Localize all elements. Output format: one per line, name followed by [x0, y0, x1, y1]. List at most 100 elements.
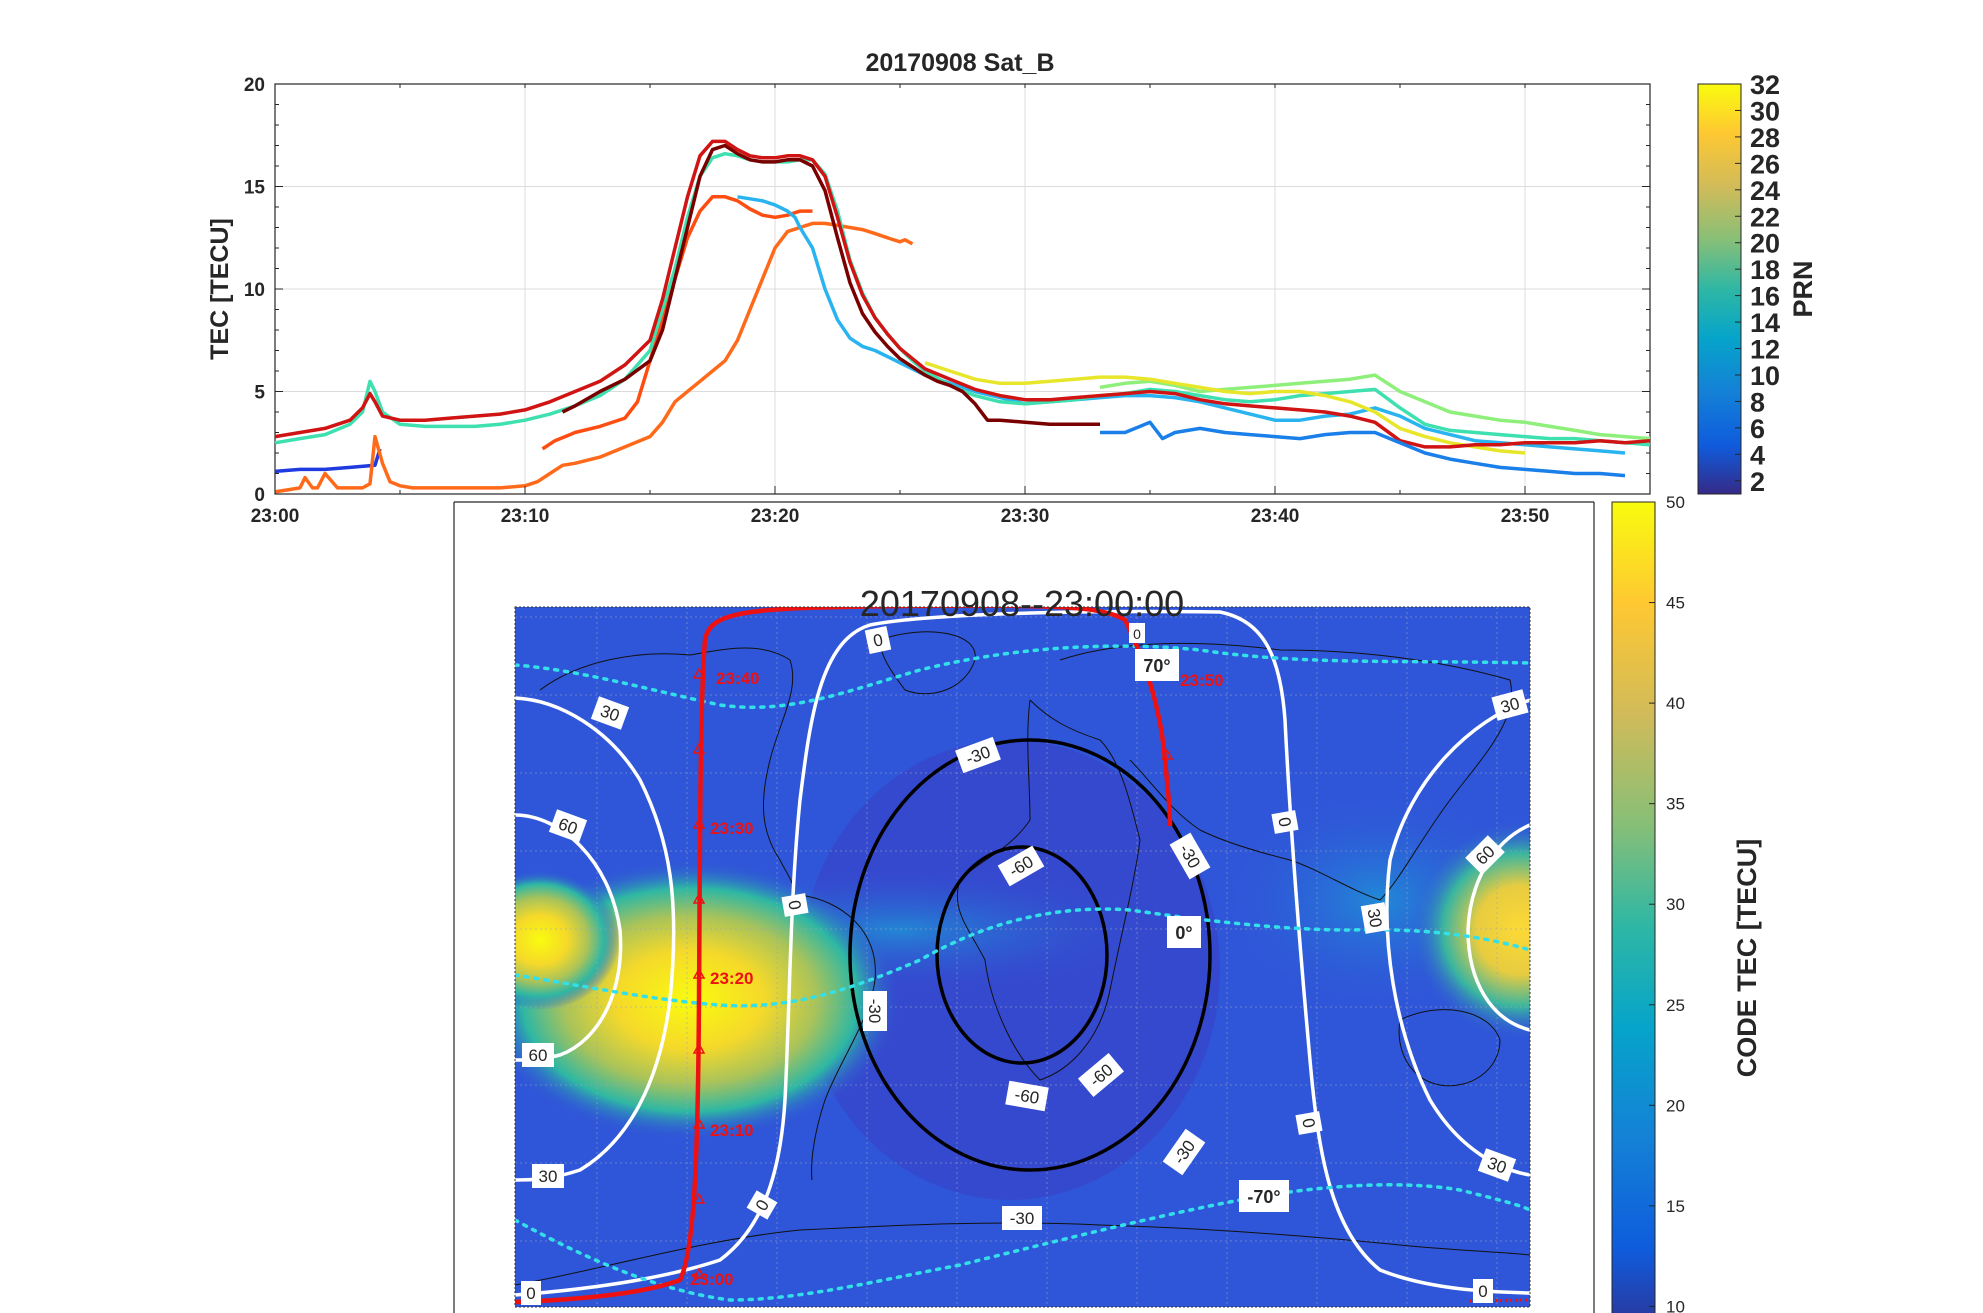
tec-series-line-8 — [561, 143, 1100, 427]
tec-cbar-tick-label: 45 — [1666, 594, 1685, 613]
coast-asia — [1059, 642, 1512, 901]
contour-label: 0 — [526, 1284, 535, 1303]
contour-label: 0 — [871, 630, 884, 651]
track-time-label: 23:40 — [716, 669, 759, 688]
track-marker — [692, 667, 706, 679]
tec-cbar-tick-label: 35 — [1666, 795, 1685, 814]
contour-label: 0 — [784, 899, 804, 912]
tec-x-ticks: 23:00 23:10 23:20 23:30 23:40 23:50 — [251, 84, 1651, 527]
track-marker — [1160, 748, 1174, 760]
tec-series-line-2 — [274, 221, 914, 494]
tec-colorbar-ticks: 10 15 20 25 30 35 40 45 50 — [1649, 493, 1685, 1313]
coast-north-america — [539, 647, 795, 901]
coast-australia — [1398, 1009, 1501, 1087]
contour-30-east — [1385, 698, 1530, 1177]
contour-minus-60 — [935, 845, 1109, 1065]
tec-colorbar: 10 15 20 25 30 35 40 45 50 CODE TEC [TECU] — [1611, 493, 1762, 1313]
contour-label: -30 — [1010, 1209, 1035, 1228]
track-markers — [692, 667, 1174, 1279]
prn-tick-label: 24 — [1750, 176, 1780, 206]
prn-tick-label: 10 — [1750, 361, 1780, 391]
contour-label: 0 — [1478, 1282, 1487, 1301]
mag-lat-equator — [515, 907, 1530, 1008]
coast-europe-africa — [956, 699, 1141, 1081]
tec-cbar-tick-label: 15 — [1666, 1197, 1685, 1216]
tec-y-label: TEC [TECU] — [206, 218, 234, 360]
track-marker — [692, 1117, 706, 1129]
tec-x-tick-label: 23:20 — [751, 506, 800, 527]
white-contour-labels: 0 30 60 60 30 0 0 0 0 30 60 30 0 30 0 0 — [521, 623, 1529, 1305]
track-marker — [692, 1192, 706, 1204]
tec-series-group — [274, 139, 1651, 494]
mag-lat-label: 0° — [1175, 923, 1192, 943]
tec-series-line-3 — [541, 195, 813, 451]
tec-map-panel: 23:40 23:30 23:20 23:10 23:00 23:50 0 30… — [453, 501, 1595, 1313]
tec-cbar-tick-label: 25 — [1666, 996, 1685, 1015]
track-marker — [692, 1042, 706, 1054]
tec-series-line-7 — [924, 361, 1526, 455]
track-time-labels: 23:40 23:30 23:20 23:10 23:00 23:50 — [690, 669, 1223, 1289]
map-graticule — [515, 607, 1530, 1307]
track-time-label: 23:20 — [710, 969, 753, 988]
tec-y-ticks: 0 5 10 15 20 — [244, 75, 1650, 506]
track-time-label: 23:30 — [710, 819, 753, 838]
tec-cbar-tick-label: 30 — [1666, 895, 1685, 914]
white-tec-contours — [515, 609, 1530, 1297]
tec-colorbar-gradient — [1611, 501, 1656, 1313]
track-marker — [692, 817, 706, 829]
coast-greenland — [879, 631, 976, 695]
tec-colorbar-label: CODE TEC [TECU] — [1732, 839, 1762, 1078]
track-marker — [692, 742, 706, 754]
prn-tick-label: 18 — [1750, 255, 1780, 285]
contour-label: 30 — [1499, 694, 1522, 717]
mag-lat-70-south — [515, 1183, 1530, 1302]
prn-tick-label: 6 — [1750, 414, 1765, 444]
prn-tick-label: 26 — [1750, 149, 1780, 179]
tec-y-tick-label: 20 — [244, 75, 265, 96]
track-time-label: 23:50 — [1180, 671, 1223, 690]
contour-label: -30 — [865, 999, 884, 1024]
tec-gridlines — [275, 84, 1650, 494]
prn-colorbar-label: PRN — [1788, 260, 1818, 317]
contour-label: -60 — [1013, 1085, 1041, 1108]
prn-tick-label: 12 — [1750, 335, 1780, 365]
tec-y-tick-label: 5 — [254, 383, 265, 404]
tec-x-tick-label: 23:50 — [1501, 506, 1550, 527]
tec-series-line-1 — [274, 448, 382, 474]
contour-label: 30 — [1364, 907, 1386, 929]
prn-tick-label: 32 — [1750, 70, 1780, 100]
contour-30-west — [515, 696, 676, 1182]
prn-tick-label: 14 — [1750, 308, 1780, 338]
tec-map: 23:40 23:30 23:20 23:10 23:00 23:50 0 30… — [515, 607, 1530, 1307]
prn-tick-label: 20 — [1750, 229, 1780, 259]
prn-tick-label: 30 — [1750, 96, 1780, 126]
prn-tick-label: 16 — [1750, 282, 1780, 312]
track-marker — [692, 967, 706, 979]
magnetic-latitude-lines — [515, 644, 1530, 1302]
map-border — [514, 606, 1531, 1308]
prn-tick-label: 22 — [1750, 202, 1780, 232]
prn-tick-label: 4 — [1750, 440, 1765, 470]
tec-y-tick-label: 0 — [254, 485, 265, 506]
contour-label: 0 — [1298, 1117, 1318, 1130]
tec-x-tick-label: 23:10 — [501, 506, 550, 527]
contour-label: 30 — [539, 1167, 558, 1186]
tec-cbar-tick-label: 40 — [1666, 694, 1685, 713]
contour-60-east — [1466, 823, 1530, 1032]
mag-lat-label: -70° — [1247, 1187, 1280, 1207]
magnetic-latitude-labels: 70° 0° -70° — [1135, 649, 1289, 1212]
track-time-label: 23:10 — [710, 1121, 753, 1140]
contour-0-west — [515, 609, 1530, 1297]
map-high-tec-east — [1410, 820, 1530, 1040]
tec-cbar-tick-label: 20 — [1666, 1096, 1685, 1115]
tec-cbar-tick-label: 50 — [1666, 493, 1685, 512]
prn-tick-label: 8 — [1750, 387, 1765, 417]
track-marker — [692, 1267, 706, 1279]
tec-title: 20170908 Sat_B — [865, 49, 1054, 77]
tec-series-line-10 — [1100, 420, 1626, 478]
tec-x-tick-label: 23:40 — [1251, 506, 1300, 527]
prn-colorbar-gradient — [1697, 83, 1742, 495]
